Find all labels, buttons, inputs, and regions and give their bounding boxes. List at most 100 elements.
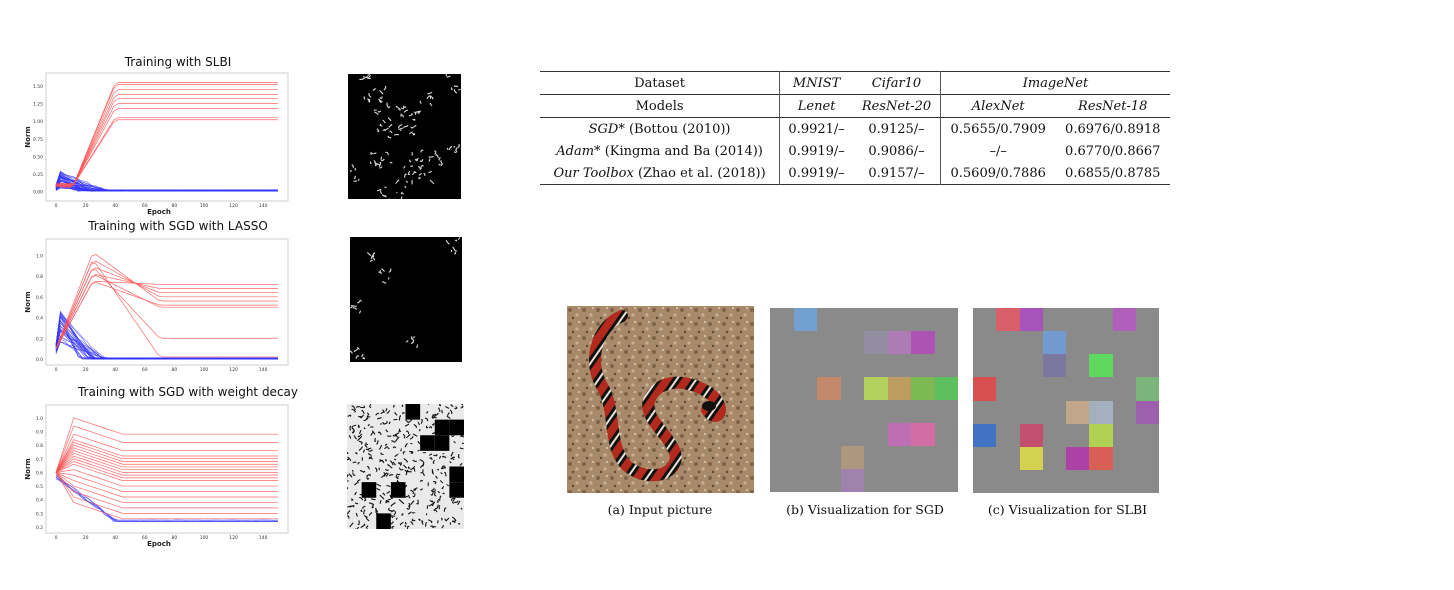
- visualization-tile: [864, 377, 888, 400]
- filter-cell: [375, 498, 394, 514]
- visualization-tile: [1135, 400, 1159, 424]
- filter-map-lasso: [349, 237, 462, 362]
- series-line-blue: [55, 475, 279, 521]
- series-line-red: [55, 433, 278, 473]
- series-line-red: [55, 425, 278, 473]
- x-tick-label: 100: [200, 535, 209, 541]
- caption-visualization-slbi: (c) Visualization for SLBI: [987, 502, 1148, 517]
- y-tick-label: 0.50: [33, 154, 43, 160]
- series-line-red: [55, 455, 278, 473]
- filter-cell: [346, 513, 360, 532]
- series-line-red: [55, 469, 278, 487]
- x-tick-label: 140: [259, 367, 268, 373]
- series-line-blue: [55, 338, 279, 359]
- filter-cell: [350, 299, 363, 314]
- table-cell: 0.9919/–: [788, 143, 845, 159]
- visualization-tile: [973, 423, 997, 447]
- header-dataset: Dataset: [540, 71, 781, 95]
- table-row: Our Toolbox (Zhao et al. (2018)) 0.9919/…: [540, 162, 1170, 185]
- filter-cell: [378, 467, 389, 478]
- filter-cell-off: [449, 419, 464, 436]
- filter-cell: [389, 513, 404, 529]
- filter-map-slbi: [348, 73, 461, 203]
- filter-cell: [405, 336, 418, 349]
- x-axis-label: Epoch: [147, 208, 171, 216]
- y-axis-label: Norm: [24, 458, 32, 479]
- table-cell: 0.6855/0.8785: [1065, 165, 1161, 181]
- y-tick-label: 0.5: [36, 484, 43, 490]
- filter-cell: [388, 123, 403, 136]
- y-tick-label: 0.4: [36, 316, 43, 322]
- filter-cell: [370, 151, 380, 167]
- filter-cell: [379, 452, 394, 469]
- y-tick-label: 1.50: [33, 84, 43, 90]
- filter-cell-off: [405, 404, 421, 420]
- visualization-tile: [1042, 354, 1066, 378]
- y-tick-label: 0.2: [36, 336, 43, 342]
- filter-cell: [451, 434, 466, 450]
- header-models: Models: [540, 94, 781, 118]
- y-tick-label: 1.25: [33, 102, 43, 108]
- visualization-tile: [1089, 423, 1113, 447]
- x-tick-label: 120: [229, 203, 238, 209]
- y-tick-label: 0.2: [36, 525, 43, 531]
- filter-cell: [347, 405, 365, 419]
- visualization-tile: [1089, 400, 1113, 424]
- visualization-tile: [1019, 423, 1043, 447]
- visualization-tile: [1066, 446, 1090, 470]
- visualization-tile: [887, 331, 911, 354]
- filter-cell: [345, 451, 360, 465]
- header-resnet18: ResNet-18: [1078, 98, 1148, 114]
- filter-cell: [395, 105, 407, 118]
- filter-cell: [403, 450, 425, 471]
- x-tick-label: 120: [229, 367, 238, 373]
- filter-cell-off: [434, 419, 450, 436]
- table-row: Adam* (Kingma and Ba (2014)) 0.9919/– 0.…: [540, 140, 1170, 162]
- table-cell: 0.6976/0.8918: [1065, 121, 1161, 137]
- filter-cell: [378, 85, 388, 105]
- plot-weight-decay: Training with SGD with weight decay 1.0 0…: [18, 385, 298, 550]
- table-cell: –/–: [989, 143, 1007, 159]
- filter-cell: [346, 498, 363, 515]
- x-tick-label: 140: [259, 203, 268, 209]
- series-line-red: [55, 267, 278, 349]
- filter-cell-off: [449, 482, 464, 498]
- row-method: SGD* (Bottou (2010)): [540, 117, 781, 140]
- filter-cell: [426, 400, 439, 420]
- filter-cell: [350, 164, 360, 182]
- series-line-red: [55, 472, 278, 503]
- plot-title: Training with SGD with weight decay: [77, 385, 298, 399]
- header-imagenet: ImageNet: [1022, 75, 1089, 91]
- y-tick-label: 0.25: [33, 172, 43, 178]
- filter-cell: [403, 124, 417, 136]
- filter-cell: [391, 433, 408, 452]
- series-line-red: [55, 108, 278, 187]
- x-axis-label: Epoch: [147, 540, 171, 548]
- series-line-red: [55, 98, 278, 188]
- table-cell: 0.9919/–: [788, 165, 845, 181]
- row-method: Adam* (Kingma and Ba (2014)): [540, 140, 781, 162]
- chart-svg: 1.0 0.9 0.8 0.7 0.6 0.5 0.4 0.3 0.2 0 20 40 60 80 100 1…: [24, 404, 289, 548]
- filter-cell-off: [449, 466, 464, 483]
- y-tick-label: 0.9: [36, 429, 43, 435]
- filter-cell: [417, 165, 435, 185]
- filter-cell: [348, 433, 363, 451]
- table-header-row: Dataset MNIST Cifar10 ImageNet: [540, 71, 1170, 95]
- visualization-tile: [817, 377, 841, 400]
- visualization-sgd: [770, 308, 958, 492]
- filter-cell: [345, 479, 364, 501]
- filter-cell: [445, 237, 461, 255]
- header-lenet: Lenet: [797, 98, 836, 114]
- filter-cell: [449, 451, 463, 466]
- series-line-red: [55, 103, 278, 189]
- filter-cell: [404, 511, 416, 531]
- filter-cell: [359, 465, 378, 480]
- table-cell: 0.9157/–: [853, 162, 941, 185]
- series-line-red: [55, 269, 278, 349]
- filter-cell: [349, 424, 362, 434]
- series-line-red: [55, 472, 278, 509]
- table-header-row: Models Lenet ResNet-20 AlexNet ResNet-18: [540, 94, 1170, 118]
- plot-title: Training with SLBI: [124, 55, 232, 69]
- visualization-tile: [1089, 446, 1113, 470]
- filter-cell-off: [420, 435, 435, 451]
